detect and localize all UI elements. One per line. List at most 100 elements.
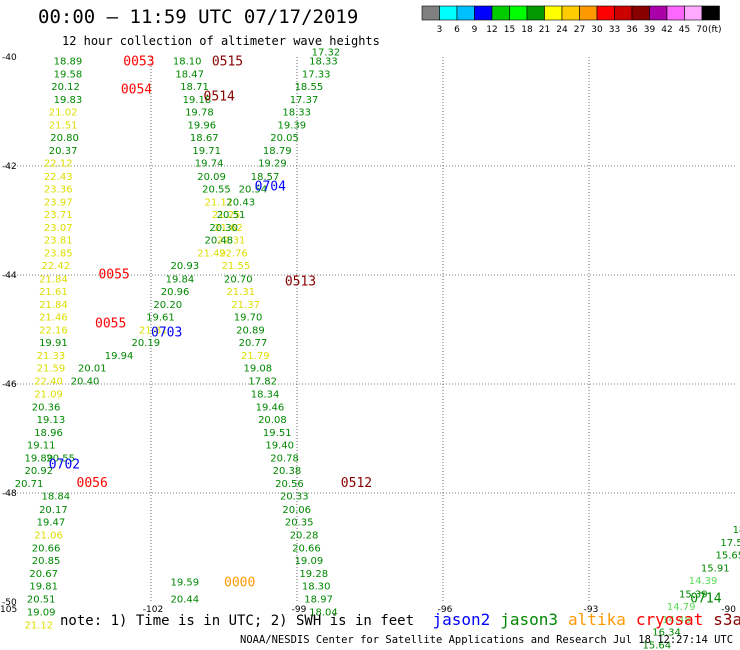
wave-height-label: 22.43	[44, 172, 73, 183]
wave-height-label: 16.34	[652, 627, 681, 638]
wave-height-label: 22.31	[217, 236, 246, 247]
pass-time-label: 0056	[77, 476, 108, 491]
wave-height-label: 19.40	[265, 440, 294, 451]
wave-height-label: 20.48	[205, 236, 234, 247]
legend-tick-label: 18	[521, 25, 533, 35]
pass-time-label: 0054	[121, 83, 152, 98]
wave-height-label: 20.43	[226, 197, 255, 208]
credit-text: NOAA/NESDIS Center for Satellite Applica…	[240, 634, 740, 646]
legend-swatch	[439, 5, 458, 21]
wave-height-label: 22.16	[39, 326, 68, 337]
wave-height-label: 19.09	[295, 556, 324, 567]
wave-height-label: 20.80	[50, 133, 79, 144]
wave-height-label: 18.71	[180, 82, 209, 93]
wave-height-label: 20.96	[161, 287, 190, 298]
pass-time-label: 0515	[212, 54, 243, 69]
wave-height-label: 20.01	[78, 364, 107, 375]
lat-lon-grid	[5, 57, 735, 602]
wave-height-label: 19.18	[183, 95, 212, 106]
wave-height-label: 18	[733, 525, 740, 536]
legend-tick-label: 42	[661, 25, 672, 35]
wave-height-label: 20.30	[209, 223, 238, 234]
wave-height-label: 21.62	[214, 223, 243, 234]
pass-time-label: 0512	[341, 476, 372, 491]
legend-tick-label: 21	[539, 25, 550, 35]
wave-height-label: 20.51	[27, 595, 56, 606]
pass-time-label: 0703	[151, 326, 182, 341]
wave-height-label: 21.09	[34, 389, 63, 400]
wave-height-label: 21.84	[39, 274, 68, 285]
wave-height-label: 19.61	[146, 312, 175, 323]
pass-time-label: 0055	[98, 267, 129, 282]
pass-time-label: 0702	[49, 458, 80, 473]
wave-height-label: 18.33	[309, 56, 338, 67]
longitude-label: -105	[0, 605, 17, 615]
legend-swatch	[456, 5, 475, 21]
wave-height-label: 19.47	[37, 517, 66, 528]
pass-time-label: 0714	[690, 592, 721, 607]
wave-height-label: 19.29	[258, 159, 287, 170]
legend-tick-label: 33	[609, 25, 620, 35]
wave-height-label: 19.96	[188, 121, 217, 132]
wave-height-label: 17.82	[248, 377, 277, 388]
wave-height-label: 19.78	[185, 108, 214, 119]
longitude-label: -102	[143, 605, 163, 615]
legend-tick-label: 27	[574, 25, 585, 35]
wave-height-label: 21.55	[222, 261, 251, 272]
wave-height-label: 18.55	[295, 82, 324, 93]
wave-height-label: 20.66	[32, 544, 61, 555]
legend-tick-label: 36	[626, 25, 638, 35]
wave-height-label: 21.33	[37, 351, 66, 362]
wave-height-label: 19.58	[54, 69, 83, 80]
longitude-label: -96	[438, 605, 453, 615]
legend-swatch	[649, 5, 668, 21]
wave-height-label: 19.83	[54, 95, 83, 106]
wave-height-label: 19.94	[105, 351, 134, 362]
wave-height-label: 17.5	[720, 538, 740, 549]
wave-height-label: 20.12	[51, 82, 80, 93]
wave-height-label: 20.06	[282, 505, 311, 516]
wave-height-label: 20.09	[197, 172, 226, 183]
legend-tick-label: 39	[644, 25, 656, 35]
mission-altika: altika	[568, 610, 626, 629]
legend-swatch	[666, 5, 685, 21]
wave-height-label: 18.33	[282, 108, 311, 119]
legend-swatch	[474, 5, 493, 21]
axis-labels: -105 -102 -99 -96 -93 -90 -40 -42 -44 -46 -48 -50	[0, 53, 736, 615]
map-subtitle: 12 hour collection of altimeter wave hei…	[62, 34, 380, 48]
wave-height-label: 18.47	[175, 69, 204, 80]
wave-height-label: 18.30	[302, 582, 331, 593]
wave-height-label: 18.10	[173, 56, 202, 67]
wave-height-label: 22.40	[34, 377, 63, 388]
wave-height-label: 20.38	[273, 466, 302, 477]
wave-height-label: 19.84	[166, 274, 195, 285]
mission-cryosat: cryosat	[635, 610, 704, 629]
wave-height-label: 21.59	[37, 364, 66, 375]
wave-height-label: 17.32	[312, 48, 341, 59]
wave-height-label: 19.81	[29, 582, 58, 593]
wave-height-label: 20.37	[49, 146, 78, 157]
wave-height-label: 23.36	[44, 184, 73, 195]
wave-height-label: 18.96	[34, 428, 63, 439]
wave-height-label: 22.42	[42, 261, 71, 272]
wave-height-label: 17.37	[290, 95, 319, 106]
legend-tick-label: 15	[504, 25, 515, 35]
wave-height-label: 21.84	[39, 300, 68, 311]
wave-height-label: 19.91	[39, 338, 68, 349]
wave-height-label: 18.67	[190, 133, 219, 144]
wave-height-label: 20.66	[292, 544, 321, 555]
wave-height-label: 20.85	[32, 556, 61, 567]
mission-jason3: jason3	[500, 610, 559, 629]
wave-height-label: 15.39	[679, 589, 708, 600]
pass-time-label: 0514	[204, 90, 235, 105]
pass-time-label: 0055	[95, 316, 126, 331]
legend-swatch	[631, 5, 650, 21]
wave-height-label: 17.33	[302, 69, 331, 80]
color-legend: 3 6 9 12 15 18 21 24 27 30 33 36 39 42 45 70 (ft)	[421, 5, 722, 35]
wave-height-label: 21.46	[39, 312, 68, 323]
legend-tick-label: 12	[486, 25, 497, 35]
wave-height-label: 21.37	[231, 300, 260, 311]
legend-swatch	[544, 5, 563, 21]
wave-height-label: 20.78	[270, 454, 299, 465]
